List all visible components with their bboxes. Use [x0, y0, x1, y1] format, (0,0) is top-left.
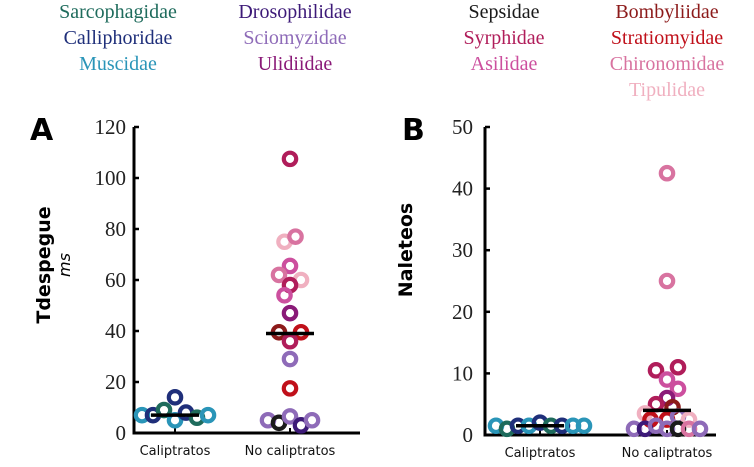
- x-tick-label: No caliptratos: [622, 446, 713, 461]
- data-point: [199, 406, 217, 424]
- y-axis-label: Naleteos: [395, 203, 417, 297]
- data-point: [658, 164, 676, 182]
- y-tick-label: 30: [452, 238, 473, 262]
- data-point: [281, 150, 299, 168]
- data-point: [575, 417, 593, 435]
- legend-item-sarcophagidae: Sarcophagidae: [59, 1, 177, 23]
- legend: Sarcophagidae Calliphoridae Muscidae Drosop…: [0, 0, 754, 110]
- y-axis-unit: ms: [55, 253, 74, 277]
- data-point: [680, 411, 698, 428]
- legend-item-syrphidae: Syrphidae: [463, 27, 545, 49]
- legend-item-sciomyzidae: Sciomyzidae: [243, 27, 347, 49]
- data-point: [281, 257, 299, 275]
- panel-a: A Tdespegue ms 0 20 40 60 80 100 120 Caliptratos No…: [30, 113, 360, 459]
- data-point: [281, 380, 299, 397]
- y-tick-label: 120: [95, 115, 127, 139]
- data-point: [669, 358, 687, 376]
- y-tick-label: 40: [452, 177, 473, 201]
- legend-item-tipulidae: Tipulidae: [629, 79, 705, 101]
- y-tick-label: 10: [452, 361, 473, 385]
- legend-item-ulidiidae: Ulidiidae: [257, 53, 333, 75]
- legend-item-stratiomyidae: Stratiomyidae: [610, 27, 724, 49]
- y-tick-label: 60: [105, 268, 126, 292]
- panel-letter: B: [402, 113, 425, 148]
- data-point: [281, 350, 299, 368]
- legend-item-bombyliidae: Bombyliidae: [615, 1, 719, 23]
- legend-item-chironomidae: Chironomidae: [609, 53, 725, 75]
- panel-b: B Naleteos 0 10 20 30 40 50 Caliptratos No calipt…: [395, 113, 716, 461]
- data-point: [658, 272, 676, 290]
- data-point: [658, 371, 676, 388]
- legend-item-muscidae: Muscidae: [79, 53, 157, 75]
- data-point: [281, 304, 299, 322]
- y-axis-label: Tdespegue: [33, 206, 55, 323]
- data-point: [166, 388, 184, 406]
- y-tick-label: 100: [95, 166, 127, 190]
- data-point: [276, 286, 293, 304]
- legend-item-asilidae: Asilidae: [470, 53, 538, 75]
- data-point: [270, 266, 288, 284]
- data-point: [281, 408, 299, 425]
- y-tick-label: 40: [105, 319, 126, 343]
- data-point: [691, 420, 709, 438]
- y-tick-label: 50: [452, 115, 473, 139]
- y-tick-label: 0: [463, 423, 474, 447]
- legend-item-drosophilidae: Drosophilidae: [238, 1, 352, 23]
- y-tick-label: 80: [105, 217, 126, 241]
- x-tick-label: No caliptratos: [245, 444, 336, 459]
- legend-item-sepsidae: Sepsidae: [468, 1, 540, 23]
- y-tick-label: 0: [116, 421, 127, 445]
- data-point: [303, 411, 321, 429]
- data-point: [281, 332, 299, 350]
- panel-letter: A: [30, 113, 54, 148]
- legend-item-calliphoridae: Calliphoridae: [63, 27, 173, 49]
- y-tick-label: 20: [105, 370, 126, 394]
- data-point: [287, 228, 304, 245]
- y-tick-label: 20: [452, 300, 473, 324]
- data-point: [669, 380, 687, 398]
- x-tick-label: Caliptratos: [505, 446, 576, 461]
- x-tick-label: Caliptratos: [140, 444, 211, 459]
- data-point: [647, 362, 665, 379]
